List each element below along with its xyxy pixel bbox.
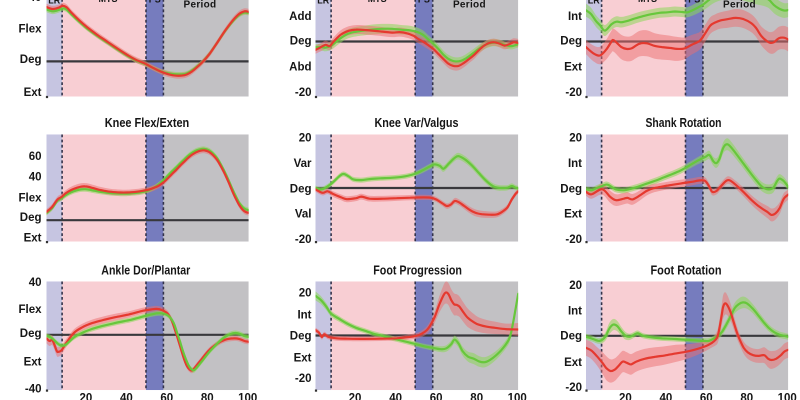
- svg-text:LR: LR: [317, 0, 329, 6]
- svg-text:20: 20: [619, 392, 632, 400]
- svg-text:40: 40: [29, 172, 42, 184]
- svg-text:Ext: Ext: [24, 357, 42, 369]
- svg-text:-40: -40: [25, 383, 42, 395]
- svg-text:-20: -20: [295, 87, 312, 99]
- svg-text:Deg: Deg: [560, 183, 582, 195]
- svg-text:-20: -20: [565, 382, 582, 394]
- svg-text:Shank Rotation: Shank Rotation: [646, 116, 722, 130]
- svg-text:Flex: Flex: [18, 193, 42, 205]
- svg-text:Period: Period: [453, 0, 486, 11]
- svg-text:PS: PS: [688, 0, 700, 5]
- svg-text:MTS: MTS: [99, 0, 118, 4]
- svg-text:MTS: MTS: [368, 0, 387, 4]
- svg-text:-20: -20: [295, 234, 312, 246]
- svg-text:-20: -20: [565, 87, 582, 99]
- svg-text:Period: Period: [723, 0, 756, 11]
- svg-text:Var: Var: [294, 158, 312, 170]
- svg-text:Flex: Flex: [18, 24, 42, 36]
- svg-text:100: 100: [508, 392, 527, 400]
- svg-text:LR: LR: [588, 0, 600, 6]
- svg-text:Deg: Deg: [20, 328, 42, 340]
- svg-text:Ext: Ext: [24, 87, 42, 99]
- svg-text:Ext: Ext: [294, 352, 312, 364]
- svg-text:Ext: Ext: [564, 357, 582, 369]
- svg-text:Abd: Abd: [289, 62, 311, 74]
- svg-text:Ext: Ext: [24, 233, 42, 245]
- svg-text:Deg: Deg: [290, 183, 312, 195]
- svg-text:20: 20: [80, 392, 93, 400]
- svg-text:Deg: Deg: [20, 54, 42, 66]
- svg-text:Deg: Deg: [290, 331, 312, 343]
- svg-text:Period: Period: [184, 0, 217, 11]
- svg-text:Swing: Swing: [185, 0, 214, 1]
- svg-text:Deg: Deg: [560, 331, 582, 343]
- svg-text:PS: PS: [149, 0, 161, 5]
- svg-text:Ankle Dor/Plantar: Ankle Dor/Plantar: [101, 264, 190, 278]
- svg-text:Ext: Ext: [564, 209, 582, 221]
- svg-text:Val: Val: [295, 209, 312, 221]
- svg-text:80: 80: [470, 392, 483, 400]
- svg-text:20: 20: [569, 280, 582, 292]
- svg-text:20: 20: [299, 133, 312, 145]
- svg-text:20: 20: [569, 133, 582, 145]
- svg-text:40: 40: [389, 392, 402, 400]
- svg-text:Add: Add: [289, 11, 311, 23]
- svg-text:40: 40: [120, 392, 133, 400]
- svg-text:MTS: MTS: [638, 0, 657, 4]
- svg-text:-20: -20: [565, 234, 582, 246]
- svg-text:60: 60: [29, 151, 42, 163]
- svg-text:80: 80: [201, 392, 214, 400]
- svg-text:-20: -20: [295, 373, 312, 385]
- svg-text:Flex: Flex: [18, 304, 42, 316]
- svg-text:Knee Flex/Exten: Knee Flex/Exten: [105, 116, 190, 130]
- svg-text:60: 60: [430, 392, 443, 400]
- svg-text:100: 100: [238, 392, 257, 400]
- svg-text:LR: LR: [48, 0, 60, 6]
- svg-text:80: 80: [740, 392, 753, 400]
- svg-text:Foot Rotation: Foot Rotation: [651, 264, 722, 278]
- svg-text:Int: Int: [568, 305, 582, 317]
- svg-text:Int: Int: [568, 158, 582, 170]
- svg-text:Swing: Swing: [725, 0, 754, 1]
- svg-text:60: 60: [160, 392, 173, 400]
- svg-text:Deg: Deg: [560, 35, 582, 47]
- svg-text:40: 40: [660, 392, 673, 400]
- svg-text:Int: Int: [297, 310, 311, 322]
- svg-text:PS: PS: [418, 0, 430, 5]
- svg-text:Ext: Ext: [564, 62, 582, 74]
- svg-text:Deg: Deg: [20, 212, 42, 224]
- svg-text:Swing: Swing: [455, 0, 484, 1]
- svg-text:40: 40: [29, 277, 42, 289]
- svg-text:100: 100: [778, 392, 797, 400]
- svg-text:20: 20: [349, 392, 362, 400]
- svg-text:60: 60: [700, 392, 713, 400]
- svg-text:Deg: Deg: [290, 35, 312, 47]
- svg-text:20: 20: [299, 288, 312, 300]
- svg-text:Knee Var/Valgus: Knee Var/Valgus: [375, 116, 459, 130]
- svg-text:Int: Int: [568, 11, 582, 23]
- svg-text:40: 40: [29, 0, 42, 4]
- svg-text:Foot Progression: Foot Progression: [373, 264, 462, 278]
